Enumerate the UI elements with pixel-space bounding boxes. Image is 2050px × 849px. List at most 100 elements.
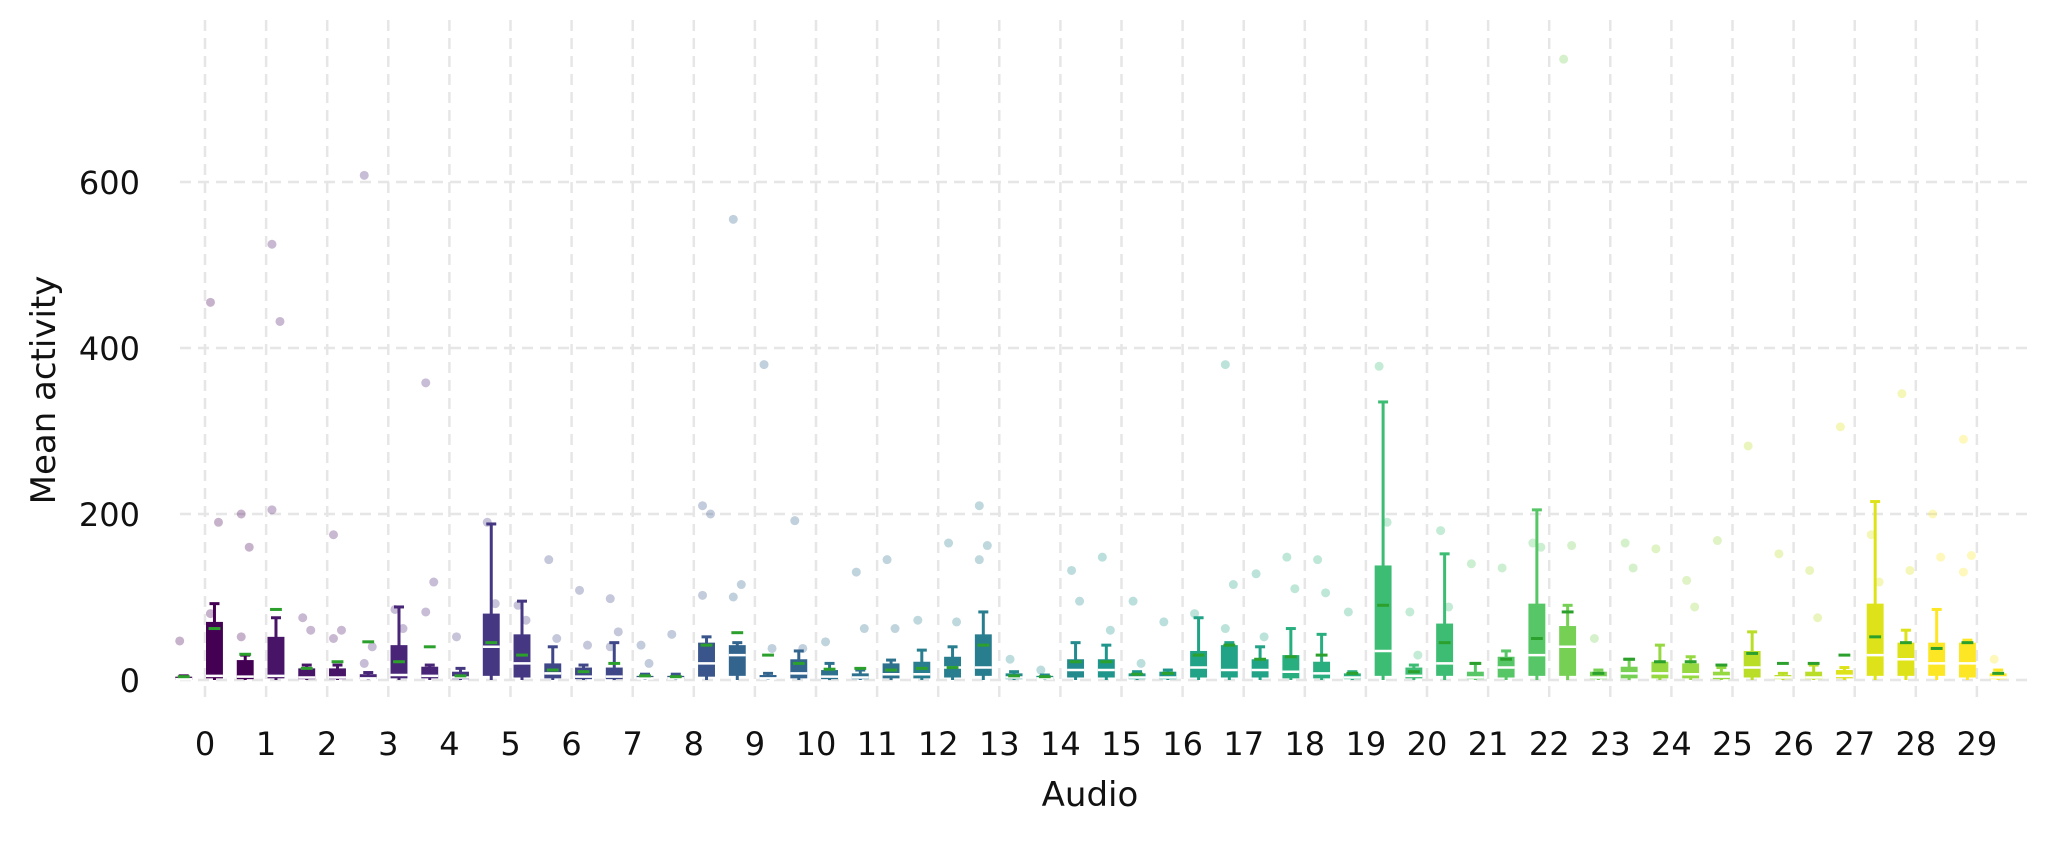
outlier-point: [367, 642, 377, 652]
outlier-point: [490, 599, 500, 609]
outlier-point: [1866, 530, 1876, 540]
box: [974, 634, 992, 676]
outlier-point: [1128, 596, 1138, 606]
y-axis-label: Mean activity: [24, 276, 64, 505]
outlier-point: [1374, 361, 1384, 371]
x-tick-label: 1: [256, 725, 276, 763]
outlier-point: [213, 517, 223, 527]
outlier-point: [1413, 650, 1423, 660]
outlier-point: [451, 632, 461, 642]
x-tick-label: 7: [623, 725, 643, 763]
outlier-point: [698, 501, 708, 511]
outlier-point: [1620, 538, 1630, 548]
x-tick-label: 23: [1590, 725, 1631, 763]
box: [1159, 671, 1177, 680]
box: [1805, 671, 1823, 680]
outlier-point: [1251, 569, 1261, 579]
outlier-point: [544, 555, 554, 565]
x-tick-label: 6: [561, 725, 581, 763]
outlier-point: [1220, 624, 1230, 634]
box: [821, 670, 839, 680]
outlier-point: [1559, 54, 1569, 64]
box: [1313, 661, 1331, 679]
outlier-point: [667, 629, 677, 639]
box: [1866, 603, 1884, 676]
box: [1097, 659, 1115, 678]
x-tick-label: 12: [918, 725, 959, 763]
outlier-point: [636, 640, 646, 650]
box: [1559, 626, 1577, 676]
y-tick-label: 400: [79, 330, 140, 368]
outlier-point: [205, 609, 215, 619]
x-tick-label: 21: [1468, 725, 1509, 763]
outlier-point: [1928, 509, 1938, 519]
x-tick-label: 18: [1284, 725, 1325, 763]
x-tick-label: 19: [1346, 725, 1387, 763]
outlier-point: [1497, 563, 1507, 573]
x-tick-label: 24: [1651, 725, 1692, 763]
box: [359, 674, 377, 680]
outlier-point: [306, 625, 316, 635]
outlier-point: [583, 640, 593, 650]
box: [1374, 565, 1392, 676]
outlier-point: [359, 170, 369, 180]
outlier-point: [1159, 617, 1169, 627]
outlier-point: [605, 594, 615, 604]
outlier-point: [1528, 538, 1538, 548]
outlier-point: [1743, 441, 1753, 451]
box: [1067, 659, 1085, 678]
box: [236, 660, 254, 680]
outlier-point: [421, 378, 431, 388]
x-tick-labels: 0 1 2 3 4 5 6 7 8 9 10 11 12 13 14 15 16 17 18 19 20 21 22 23 24…: [195, 725, 1997, 763]
outlier-point: [613, 627, 623, 637]
box: [329, 668, 346, 680]
box: [698, 642, 715, 677]
outlier-point: [759, 360, 769, 370]
outlier-point: [328, 634, 338, 643]
outlier-point: [1228, 580, 1238, 590]
outlier-point: [1835, 422, 1845, 432]
outlier-point: [1690, 602, 1700, 612]
x-tick-label: 9: [745, 725, 765, 763]
box: [728, 645, 746, 676]
outlier-point: [552, 634, 562, 643]
outlier-point: [298, 613, 308, 623]
outlier-point: [1536, 542, 1546, 552]
outlier-point: [1405, 607, 1415, 617]
outlier-point: [267, 239, 277, 249]
outlier-point: [859, 624, 869, 634]
outlier-point: [1097, 552, 1107, 562]
outlier-point: [736, 580, 746, 590]
x-tick-label: 29: [1957, 725, 1998, 763]
outlier-point: [1682, 575, 1692, 585]
outlier-point: [1343, 607, 1353, 617]
outlier-point: [851, 567, 861, 577]
box: [605, 667, 623, 680]
outlier-point: [398, 624, 408, 634]
outlier-point: [1936, 552, 1946, 562]
outlier-point: [1805, 565, 1815, 575]
outlier-point: [1628, 563, 1638, 573]
x-tick-label: 11: [857, 725, 898, 763]
outlier-point: [244, 542, 254, 552]
x-tick-label: 27: [1834, 725, 1875, 763]
outlier-point: [1813, 613, 1823, 623]
boxes-layer: [175, 400, 2007, 681]
outlier-point: [728, 214, 738, 224]
outlier-point: [890, 624, 900, 634]
outlier-point: [605, 642, 615, 652]
outlier-point: [1966, 551, 1976, 560]
box: [1682, 663, 1700, 679]
grid-layer: [180, 20, 2030, 700]
box: [1743, 650, 1761, 678]
outlier-point: [944, 538, 954, 548]
x-tick-label: 13: [979, 725, 1020, 763]
outlier-point: [1567, 541, 1577, 551]
y-tick-label: 0: [120, 662, 140, 700]
y-tick-labels: 0 200 400 600: [79, 164, 140, 700]
box: [913, 661, 931, 679]
outlier-point: [236, 632, 246, 642]
outlier-point: [1958, 434, 1968, 444]
outlier-point: [1466, 559, 1476, 569]
